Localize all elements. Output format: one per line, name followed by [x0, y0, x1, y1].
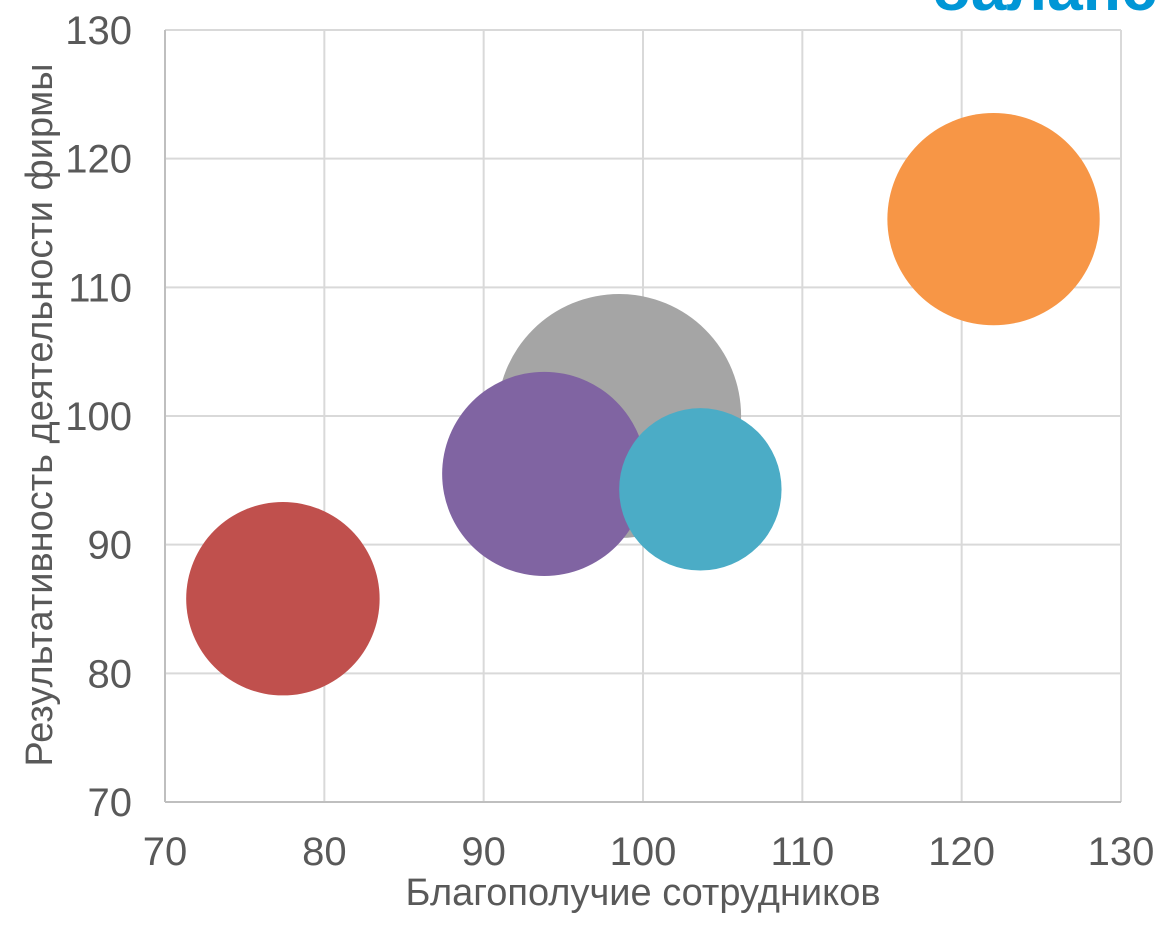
bubble-point: [887, 112, 1100, 326]
x-tick-label: 110: [770, 830, 834, 874]
bubble-point: [186, 501, 380, 696]
x-tick-label: 90: [461, 830, 506, 874]
x-tick-label: 70: [143, 830, 188, 874]
y-tick-label: 100: [65, 395, 132, 439]
y-tick-label: 120: [65, 138, 132, 182]
x-tick-label: 80: [302, 830, 347, 874]
x-tick-label: 120: [928, 830, 995, 874]
y-tick-label: 70: [88, 781, 133, 825]
bubble-series: [186, 112, 1100, 696]
y-tick-label: 80: [88, 652, 133, 696]
x-tick-label: 130: [1088, 830, 1155, 874]
x-axis-title: Благополучие сотрудников: [405, 872, 880, 914]
tick-labels: 70 80 90 100 110 120 130 70 80 90 100 110 120 130: [65, 9, 1154, 874]
y-axis-title: Результативность деятельности фирмы: [19, 63, 61, 766]
axes: [164, 30, 1121, 803]
x-tick-label: 100: [610, 830, 677, 874]
chart-corner-title: баланс: [931, 0, 1157, 24]
bubble-point: [442, 371, 647, 576]
y-tick-label: 130: [65, 9, 132, 53]
bubble-point: [619, 408, 782, 571]
y-tick-label: 90: [88, 524, 133, 568]
y-tick-label: 110: [68, 266, 132, 310]
